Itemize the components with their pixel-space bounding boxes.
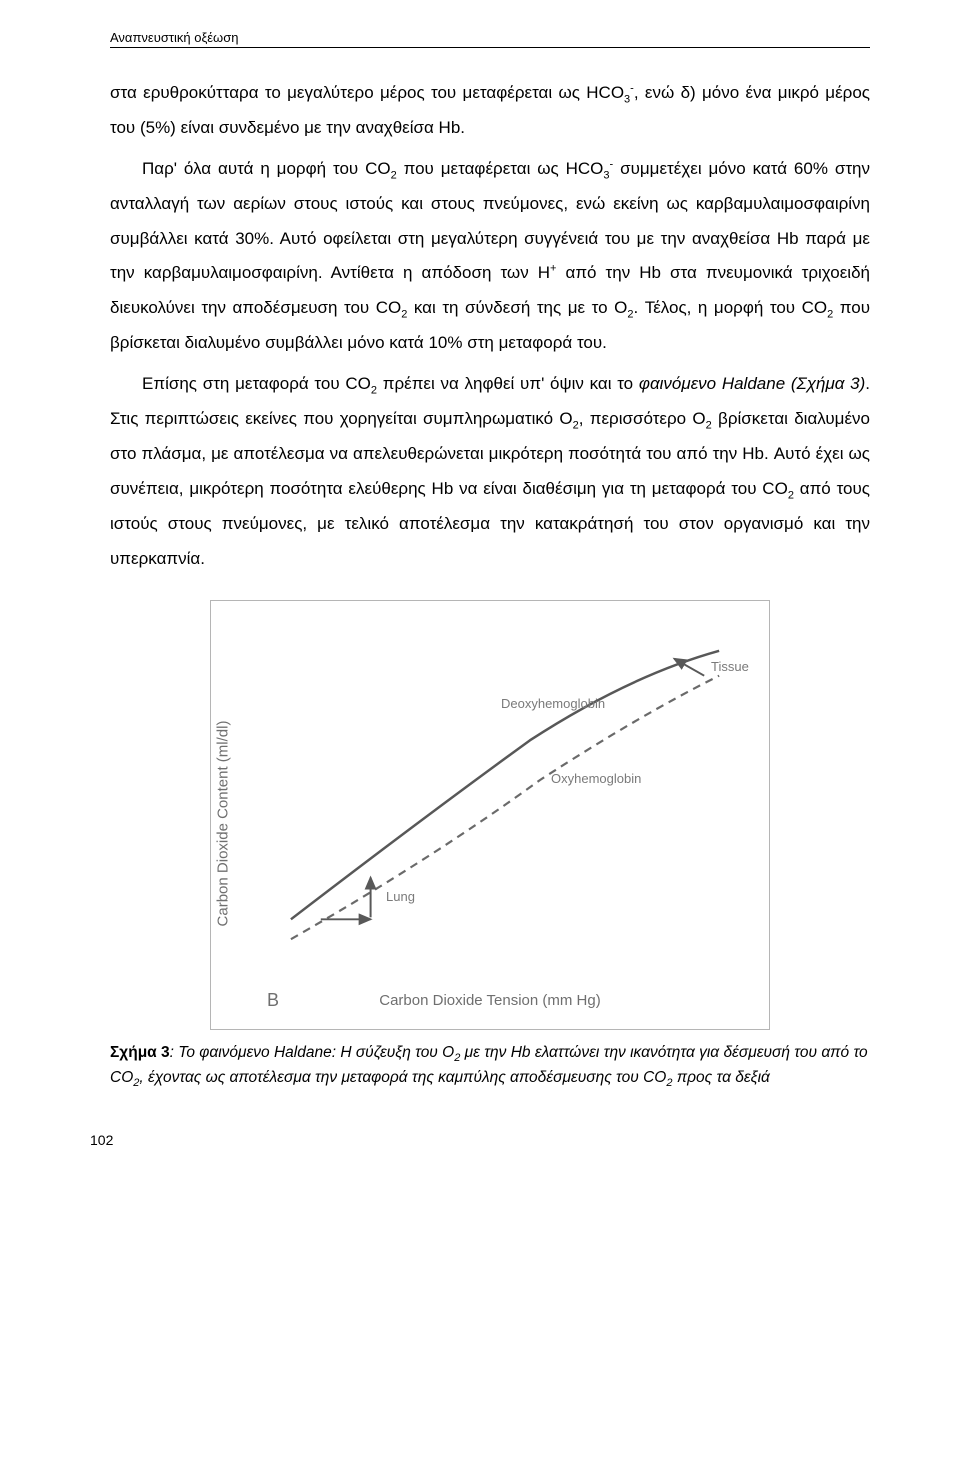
oxy-label: Oxyhemoglobin <box>551 771 641 786</box>
p2-text-b: που μεταφέρεται ως HCO <box>397 159 604 178</box>
sub-3: 3 <box>624 93 630 105</box>
p3-text-a: Επίσης στη μεταφορά του CO <box>142 374 371 393</box>
figure-3-box: Carbon Dioxide Content (ml/dl) B Carbon … <box>210 600 770 1030</box>
caption-d: προς τα δεξιά <box>672 1069 769 1086</box>
y-axis-label: Carbon Dioxide Content (ml/dl) <box>215 721 232 927</box>
p3-text-b: πρέπει να ληφθεί υπ' όψιν και το <box>377 374 639 393</box>
page-header: Αναπνευστική οξέωση <box>110 30 870 48</box>
paragraph-3: Επίσης στη μεταφορά του CO2 πρέπει να λη… <box>110 367 870 576</box>
page-number: 102 <box>90 1132 870 1148</box>
figure-3-wrap: Carbon Dioxide Content (ml/dl) B Carbon … <box>110 600 870 1030</box>
haldane-phrase: φαινόμενο Haldane (Σχήμα 3) <box>639 374 865 393</box>
oxy-curve <box>291 676 719 940</box>
p1-text-a: στα ερυθροκύτταρα το μεγαλύτερο μέρος το… <box>110 83 624 102</box>
p2-text-a: Παρ' όλα αυτά η μορφή του CO <box>142 159 391 178</box>
x-axis-label: Carbon Dioxide Tension (mm Hg) <box>211 992 769 1009</box>
deoxy-label: Deoxyhemoglobin <box>501 696 605 711</box>
p3-text-e: , περισσότερο O <box>579 409 706 428</box>
caption-c: , έχοντας ως αποτέλεσμα την μεταφορά της… <box>139 1069 666 1086</box>
plot-area: Deoxyhemoglobin Oxyhemoglobin Tissue Lun… <box>271 621 749 974</box>
header-title-text: Αναπνευστική οξέωση <box>110 30 238 45</box>
tissue-label: Tissue <box>711 659 749 674</box>
p2-text-f: . Τέλος, η μορφή του CO <box>633 298 827 317</box>
caption-lead: Σχήμα 3 <box>110 1044 170 1061</box>
deoxy-curve <box>291 651 719 919</box>
p2-text-e: και τη σύνδεσή της με το O <box>407 298 627 317</box>
chart-svg <box>271 621 749 974</box>
paragraph-2: Παρ' όλα αυτά η μορφή του CO2 που μεταφέ… <box>110 152 870 361</box>
figure-caption: Σχήμα 3: Το φαινόμενο Haldane: Η σύζευξη… <box>110 1042 870 1092</box>
lung-label: Lung <box>386 889 415 904</box>
caption-a: : Το φαινόμενο Haldane: Η σύζευξη του O <box>170 1044 455 1061</box>
paragraph-1: στα ερυθροκύτταρα το μεγαλύτερο μέρος το… <box>110 76 870 146</box>
sub-3b: 3 <box>603 169 609 181</box>
